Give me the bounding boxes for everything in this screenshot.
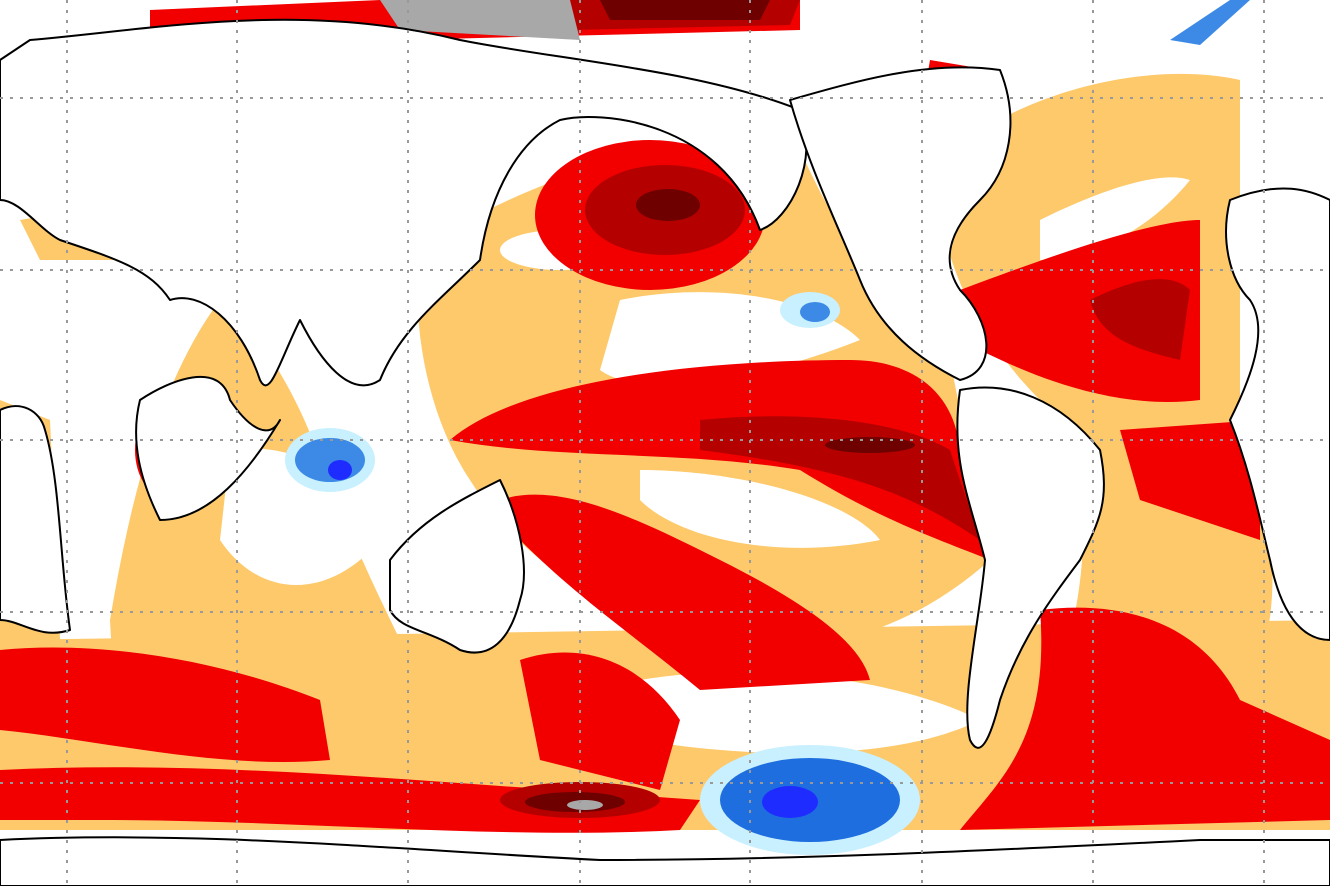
equatorial-pacific-red <box>450 360 990 560</box>
arctic-grey <box>380 0 580 40</box>
arabia-india <box>135 375 281 521</box>
antarctica <box>0 836 1330 886</box>
north-pacific-maroon <box>636 189 700 221</box>
southern-red <box>0 767 700 833</box>
south-atlantic-red <box>960 607 1330 830</box>
tropical-atlantic-red <box>1120 420 1260 540</box>
southern-grey <box>567 800 603 810</box>
deep-blue <box>328 460 352 480</box>
africa-west <box>0 405 71 634</box>
blue <box>1170 0 1250 45</box>
neutral-patch <box>640 470 880 548</box>
africa-east <box>1225 187 1330 641</box>
neutral-patch <box>640 672 980 754</box>
neutral-patch <box>1040 177 1190 260</box>
south-pacific-red <box>500 494 870 690</box>
north-america <box>789 66 1012 381</box>
cold-anomaly <box>285 0 1250 855</box>
deep-blue <box>762 786 818 818</box>
arctic-maroon <box>600 0 770 20</box>
australia <box>389 479 525 654</box>
missing-data <box>380 0 603 810</box>
tasman-red <box>520 652 680 790</box>
atlantic-darkred <box>1090 279 1190 360</box>
north-atlantic-red <box>960 220 1200 402</box>
blue <box>800 302 830 322</box>
eurasia <box>0 18 808 387</box>
south-indian-red <box>0 647 330 763</box>
south-america <box>956 386 1105 749</box>
land <box>0 18 1330 886</box>
